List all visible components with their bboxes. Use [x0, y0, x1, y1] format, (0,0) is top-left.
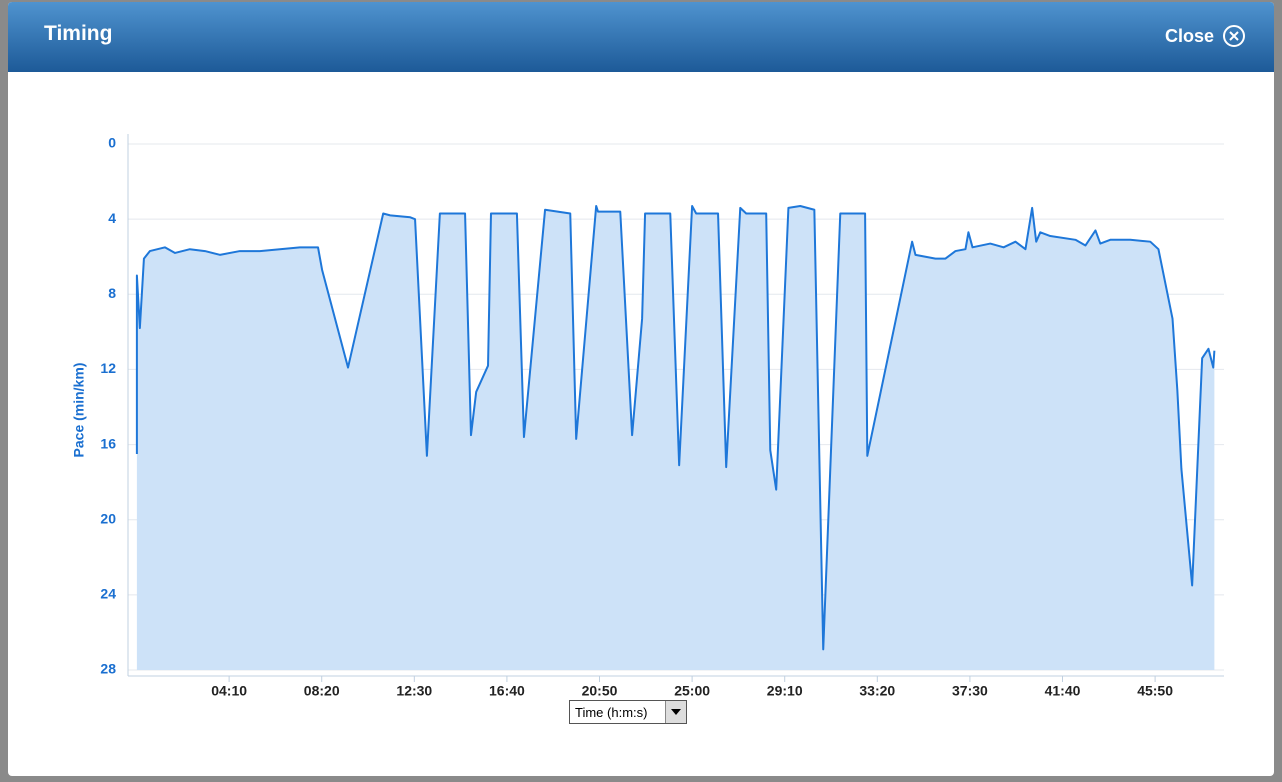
x-tick-label: 04:10 [211, 683, 247, 699]
x-tick-label: 16:40 [489, 683, 525, 699]
y-axis-label: Pace (min/km) [71, 363, 87, 458]
x-tick-label: 41:40 [1045, 683, 1081, 699]
dialog-header: Timing Close [8, 2, 1274, 72]
x-tick-label: 45:50 [1137, 683, 1173, 699]
x-tick-label: 33:20 [859, 683, 895, 699]
y-tick-label: 12 [100, 360, 116, 376]
y-tick-label: 20 [100, 510, 116, 526]
dialog-title: Timing [44, 22, 113, 45]
close-button[interactable]: Close [1164, 26, 1214, 46]
area-fill [136, 205, 1215, 670]
y-tick-label: 8 [108, 285, 116, 301]
close-icon[interactable] [1222, 24, 1246, 48]
select-arrow[interactable] [665, 701, 686, 723]
y-tick-label: 24 [100, 586, 116, 602]
y-tick-label: 28 [100, 661, 116, 677]
y-tick-label: 0 [108, 135, 116, 151]
y-tick-label: 16 [100, 435, 116, 451]
x-axis-select[interactable]: Time (h:m:s) [569, 700, 687, 724]
x-tick-label: 29:10 [767, 683, 803, 699]
x-tick-label: 12:30 [396, 683, 432, 699]
line [135, 204, 1216, 651]
x-tick-label: 08:20 [304, 683, 340, 699]
y-tick-label: 4 [108, 210, 116, 226]
x-tick-label: 20:50 [582, 683, 618, 699]
x-tick-label: 25:00 [674, 683, 710, 699]
select-text: Time (h:m:s) [575, 705, 648, 720]
x-tick-label: 37:30 [952, 683, 988, 699]
